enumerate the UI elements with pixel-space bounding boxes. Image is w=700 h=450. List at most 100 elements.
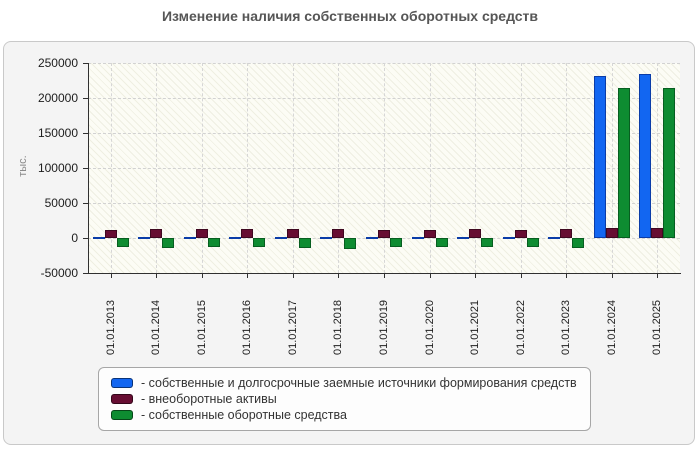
bar-own-working-capital-01.01.2013	[116, 238, 129, 248]
bar-non-current-assets-01.01.2025	[651, 228, 664, 238]
x-tick-mark	[156, 274, 158, 278]
bar-own-working-capital-01.01.2020	[435, 238, 448, 248]
y-axis-tick-label: 100000	[37, 161, 78, 175]
y-axis-tick-label: 200000	[37, 91, 78, 105]
bar-non-current-assets-01.01.2020	[423, 229, 436, 238]
y-axis-tick-label: 0	[71, 231, 78, 245]
y-tick-mark	[83, 203, 88, 204]
v-gridline	[247, 63, 249, 273]
bar-non-current-assets-01.01.2014	[150, 228, 163, 238]
x-axis-tick-label: 01.01.2015	[195, 299, 208, 355]
bar-own-and-longterm-sources-01.01.2017	[274, 236, 287, 239]
chart-title: Изменение наличия собственных оборотных …	[161, 8, 539, 24]
v-gridline	[201, 63, 203, 273]
y-axis-tick-label: 150000	[37, 126, 78, 140]
x-axis-tick-label: 01.01.2016	[241, 299, 254, 355]
bar-non-current-assets-01.01.2023	[560, 228, 573, 238]
bar-non-current-assets-01.01.2016	[241, 228, 254, 238]
x-axis-tick-label: 01.01.2021	[469, 299, 482, 355]
v-gridline	[156, 63, 158, 273]
bar-non-current-assets-01.01.2019	[378, 229, 390, 238]
x-tick-mark	[520, 274, 522, 278]
v-gridline	[657, 63, 659, 273]
x-axis-tick-label: 01.01.2014	[150, 299, 163, 355]
bar-own-and-longterm-sources-01.01.2021	[457, 236, 470, 239]
y-tick-mark	[83, 238, 88, 239]
bar-non-current-assets-01.01.2024	[605, 228, 618, 238]
bar-own-working-capital-01.01.2022	[526, 238, 539, 248]
bar-own-and-longterm-sources-01.01.2018	[320, 236, 333, 239]
bar-own-and-longterm-sources-01.01.2019	[366, 236, 378, 239]
bar-own-working-capital-01.01.2018	[344, 238, 357, 249]
bar-own-and-longterm-sources-01.01.2023	[548, 236, 561, 239]
bar-own-working-capital-01.01.2024	[617, 87, 630, 238]
legend-label: - внеоборотные активы	[141, 392, 277, 406]
v-gridline	[475, 63, 477, 273]
bar-own-working-capital-01.01.2017	[298, 238, 311, 248]
bar-non-current-assets-01.01.2013	[104, 229, 117, 238]
x-tick-mark	[566, 274, 568, 278]
x-tick-mark	[384, 274, 385, 278]
bar-own-and-longterm-sources-01.01.2025	[639, 74, 652, 238]
bar-own-and-longterm-sources-01.01.2013	[92, 236, 105, 239]
bar-non-current-assets-01.01.2015	[195, 229, 208, 238]
bar-non-current-assets-01.01.2017	[286, 228, 299, 238]
x-axis-tick-label: 01.01.2024	[605, 299, 618, 355]
x-axis-tick-label: 01.01.2017	[286, 299, 299, 355]
bar-non-current-assets-01.01.2021	[469, 229, 482, 238]
x-axis-line	[88, 273, 681, 274]
bar-own-and-longterm-sources-01.01.2020	[411, 236, 424, 239]
x-tick-mark	[429, 274, 431, 278]
x-axis-tick-label: 01.01.2019	[378, 299, 390, 355]
y-tick-mark	[83, 98, 88, 99]
v-gridline	[429, 63, 431, 273]
y-axis-tick-label: 250000	[37, 56, 78, 70]
y-tick-mark	[83, 63, 88, 64]
bar-own-and-longterm-sources-01.01.2024	[593, 75, 606, 238]
x-axis-tick-label: 01.01.2025	[651, 299, 664, 355]
bar-own-and-longterm-sources-01.01.2016	[229, 236, 242, 239]
legend-swatch-blue	[111, 378, 133, 388]
bar-own-working-capital-01.01.2025	[663, 88, 676, 238]
bar-own-and-longterm-sources-01.01.2014	[138, 236, 151, 239]
bar-non-current-assets-01.01.2022	[514, 229, 527, 238]
x-tick-mark	[201, 274, 203, 278]
v-gridline	[520, 63, 522, 273]
v-gridline	[384, 63, 385, 273]
x-axis-tick-label: 01.01.2020	[423, 299, 436, 355]
legend-swatch-maroon	[111, 394, 133, 404]
v-gridline	[292, 63, 294, 273]
x-tick-mark	[338, 274, 340, 278]
bar-own-working-capital-01.01.2014	[162, 238, 175, 248]
bar-own-working-capital-01.01.2016	[253, 238, 266, 248]
y-axis-line	[88, 63, 89, 274]
x-tick-mark	[247, 274, 249, 278]
y-tick-mark	[83, 273, 88, 274]
y-axis-tick-label: -50000	[40, 266, 78, 280]
x-axis-tick-label: 01.01.2013	[104, 299, 117, 355]
bar-own-and-longterm-sources-01.01.2022	[502, 236, 515, 239]
y-tick-mark	[83, 168, 88, 169]
x-tick-mark	[110, 274, 112, 278]
legend-label: - собственные оборотные средства	[141, 408, 347, 422]
bar-own-working-capital-01.01.2019	[390, 238, 402, 248]
bar-non-current-assets-01.01.2018	[332, 228, 345, 238]
bar-own-working-capital-01.01.2023	[572, 238, 585, 248]
bar-own-working-capital-01.01.2021	[481, 238, 494, 248]
legend-item-non-current-assets: - внеоборотные активы	[111, 391, 578, 407]
legend-item-own-and-longterm-sources: - собственные и долгосрочные заемные ист…	[111, 375, 578, 391]
legend-label: - собственные и долгосрочные заемные ист…	[141, 376, 577, 390]
v-gridline	[611, 63, 613, 273]
legend-swatch-green	[111, 410, 133, 420]
v-gridline	[566, 63, 568, 273]
v-gridline	[110, 63, 112, 273]
bar-own-and-longterm-sources-01.01.2015	[183, 236, 196, 239]
y-axis-tick-label: 50000	[44, 196, 78, 210]
x-axis-tick-label: 01.01.2018	[332, 299, 345, 355]
y-axis-title: тыс.	[17, 155, 29, 177]
x-tick-mark	[475, 274, 477, 278]
bar-own-working-capital-01.01.2015	[207, 238, 220, 248]
x-tick-mark	[611, 274, 613, 278]
y-tick-mark	[83, 133, 88, 134]
legend-item-own-working-capital: - собственные оборотные средства	[111, 407, 578, 423]
